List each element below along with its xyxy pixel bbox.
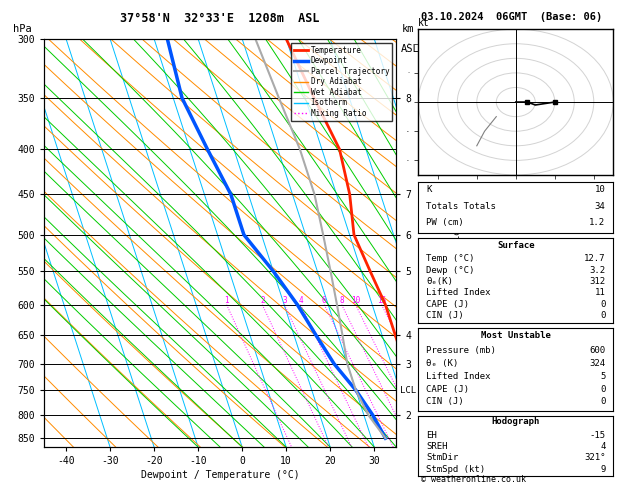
Text: Most Unstable: Most Unstable — [481, 330, 551, 340]
Text: © weatheronline.co.uk: © weatheronline.co.uk — [421, 474, 526, 484]
Text: Lifted Index: Lifted Index — [426, 372, 491, 381]
Text: θₑ(K): θₑ(K) — [426, 277, 453, 286]
Text: 0: 0 — [600, 300, 606, 309]
Text: CAPE (J): CAPE (J) — [426, 300, 469, 309]
Text: 34: 34 — [595, 202, 606, 210]
Text: 8: 8 — [340, 295, 344, 305]
Text: 10: 10 — [351, 295, 360, 305]
Text: Dewp (°C): Dewp (°C) — [426, 266, 474, 275]
Text: StmSpd (kt): StmSpd (kt) — [426, 465, 485, 474]
Text: km: km — [401, 24, 414, 35]
Text: 0: 0 — [600, 384, 606, 394]
Text: 6: 6 — [322, 295, 326, 305]
Text: 15: 15 — [377, 295, 386, 305]
Text: 37°58'N  32°33'E  1208m  ASL: 37°58'N 32°33'E 1208m ASL — [120, 12, 320, 25]
Text: 1: 1 — [225, 295, 229, 305]
Text: 10: 10 — [595, 185, 606, 194]
Text: kt: kt — [418, 18, 430, 28]
Text: 321°: 321° — [584, 453, 606, 462]
Text: 4: 4 — [600, 442, 606, 451]
Text: EH: EH — [426, 431, 437, 440]
Text: CAPE (J): CAPE (J) — [426, 384, 469, 394]
Text: 9: 9 — [600, 465, 606, 474]
Text: Surface: Surface — [497, 241, 535, 250]
Legend: Temperature, Dewpoint, Parcel Trajectory, Dry Adiabat, Wet Adiabat, Isotherm, Mi: Temperature, Dewpoint, Parcel Trajectory… — [291, 43, 392, 121]
Text: 324: 324 — [589, 359, 606, 368]
Text: hPa: hPa — [13, 24, 31, 35]
Text: 4: 4 — [298, 295, 303, 305]
Text: CIN (J): CIN (J) — [426, 311, 464, 320]
Text: 03.10.2024  06GMT  (Base: 06): 03.10.2024 06GMT (Base: 06) — [421, 12, 603, 22]
Text: 2: 2 — [260, 295, 265, 305]
Text: Pressure (mb): Pressure (mb) — [426, 346, 496, 355]
Text: K: K — [426, 185, 431, 194]
Text: SREH: SREH — [426, 442, 448, 451]
Text: Temp (°C): Temp (°C) — [426, 254, 474, 263]
Text: PW (cm): PW (cm) — [426, 218, 464, 226]
Text: StmDir: StmDir — [426, 453, 459, 462]
Text: θₑ (K): θₑ (K) — [426, 359, 459, 368]
Text: 0: 0 — [600, 311, 606, 320]
Text: 1.2: 1.2 — [589, 218, 606, 226]
Text: 3: 3 — [282, 295, 287, 305]
Text: 0: 0 — [600, 398, 606, 406]
Text: Lifted Index: Lifted Index — [426, 289, 491, 297]
Text: 11: 11 — [595, 289, 606, 297]
Text: 5: 5 — [600, 372, 606, 381]
X-axis label: Dewpoint / Temperature (°C): Dewpoint / Temperature (°C) — [141, 470, 299, 480]
Text: LCL: LCL — [400, 386, 416, 395]
Text: 12.7: 12.7 — [584, 254, 606, 263]
Text: 312: 312 — [589, 277, 606, 286]
Y-axis label: Mixing Ratio (g/kg): Mixing Ratio (g/kg) — [453, 192, 462, 294]
Text: -15: -15 — [589, 431, 606, 440]
Text: Hodograph: Hodograph — [492, 417, 540, 426]
Text: 600: 600 — [589, 346, 606, 355]
Text: CIN (J): CIN (J) — [426, 398, 464, 406]
Text: ASL: ASL — [401, 44, 420, 54]
Text: Totals Totals: Totals Totals — [426, 202, 496, 210]
Text: 3.2: 3.2 — [589, 266, 606, 275]
